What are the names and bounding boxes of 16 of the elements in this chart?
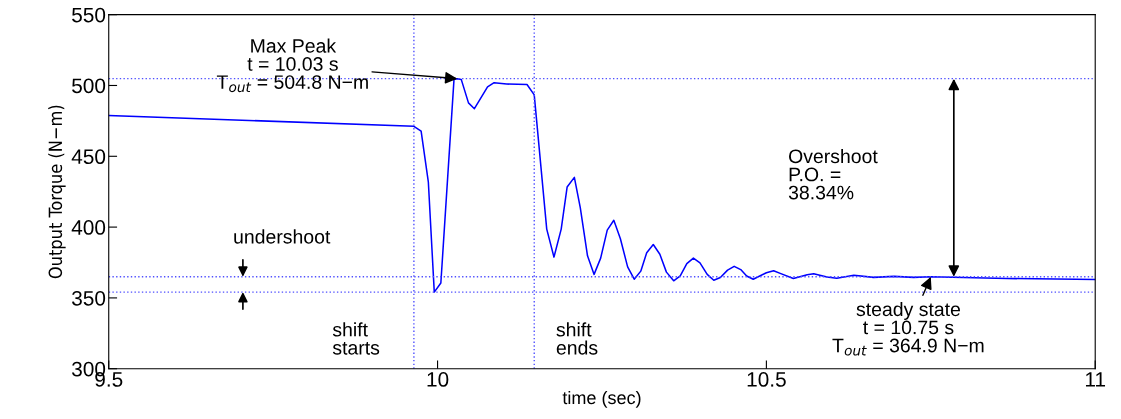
annotation: shift starts — [332, 322, 380, 355]
annotation: undershoot — [234, 229, 331, 244]
y-tick-label: 450 — [71, 149, 106, 165]
y-tick-label: 550 — [72, 7, 106, 23]
y-tick-label: 350 — [72, 290, 106, 306]
annotation: Overshoot P.O. = 38.34% — [788, 148, 878, 200]
annotation: shift ends — [556, 322, 598, 355]
y-axis-title: Output Torque (N−m) — [48, 105, 66, 279]
y-tick-label: 400 — [71, 220, 106, 235]
x-tick-label: 11 — [1085, 372, 1106, 387]
annotation: Max Peak t = 10.03 s T$_{out}$ = 504.8 N−m — [216, 38, 368, 93]
annotation: steady state t = 10.75 s T$_{out}$ = 364.9 N−m — [832, 301, 984, 356]
x-tick-label: 10.5 — [747, 372, 786, 387]
x-axis-title: time (sec) — [562, 390, 641, 408]
x-tick-label: 10 — [427, 372, 449, 387]
y-tick-label: 500 — [72, 78, 106, 94]
